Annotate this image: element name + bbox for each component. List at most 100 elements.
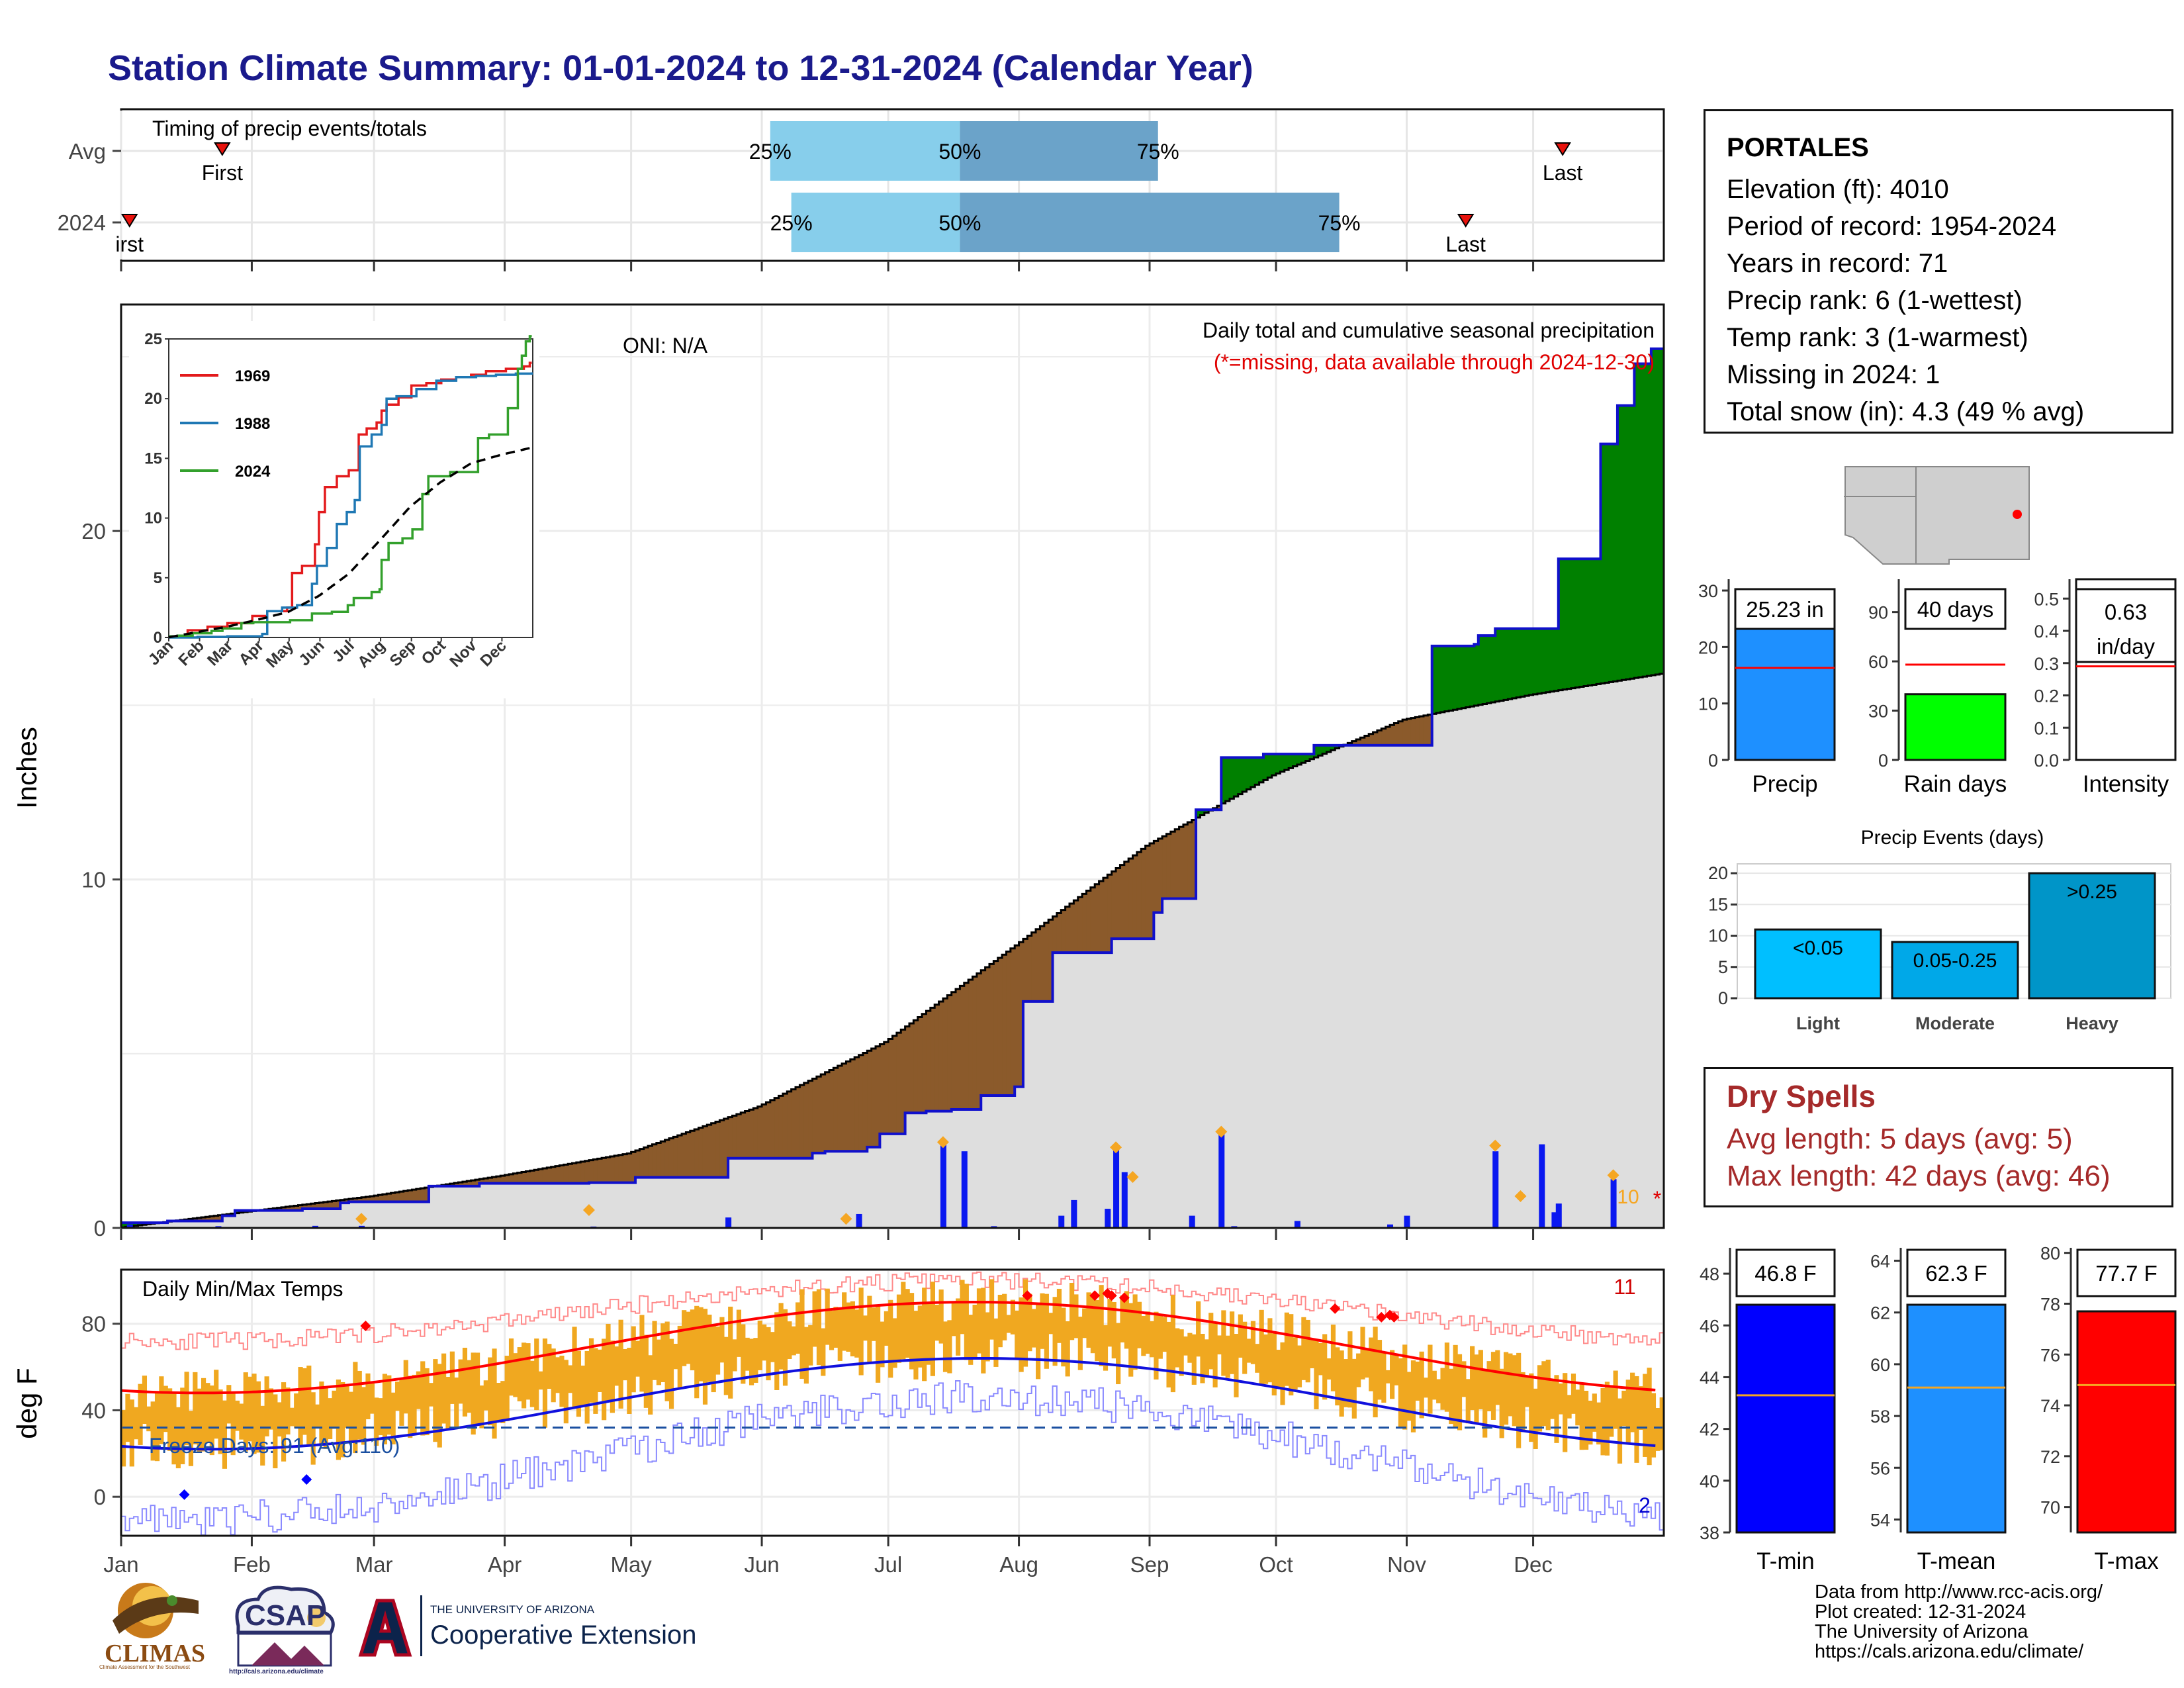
cum-precip-deficit-segment (1154, 841, 1159, 913)
daily-temp-bar (1166, 1321, 1171, 1387)
cum-precip-excess-segment (1436, 645, 1441, 714)
cum-precip-deficit-segment (580, 1161, 586, 1184)
daily-temp-bar (732, 1339, 737, 1372)
summary-bar-tick-label: 0.5 (2034, 589, 2059, 609)
temp-bar-tick-label: 78 (2040, 1294, 2060, 1314)
cum-precip-excess-segment (1432, 645, 1437, 714)
daily-temp-bar (441, 1353, 447, 1424)
daily-temp-bar (1516, 1352, 1522, 1448)
cum-precip-excess-segment (1570, 559, 1576, 688)
dry-spells-box: Dry Spells Avg length: 5 days (avg: 5) M… (1704, 1067, 2173, 1207)
events-bar-label: Heavy (2066, 1013, 2118, 1033)
inset-legend-label: 2024 (235, 463, 271, 481)
cum-precip-excess-segment (1250, 757, 1255, 787)
daily-temp-bar (1263, 1334, 1269, 1384)
daily-temp-bar (522, 1342, 527, 1409)
temp-bar-tick-label: 44 (1700, 1368, 1719, 1387)
daily-temp-bar (1330, 1325, 1336, 1391)
cum-precip-deficit-segment (989, 964, 994, 1096)
temp-panel-frame (120, 1268, 1665, 1537)
daily-temp-bar (1056, 1288, 1062, 1343)
daily-temp-bar (631, 1326, 636, 1393)
cum-precip-deficit-segment (723, 1118, 729, 1178)
daily-precip-bar (1113, 1147, 1120, 1228)
daily-temp-bar (1343, 1359, 1349, 1407)
daily-temp-bar (1170, 1295, 1176, 1393)
cum-precip-deficit-segment (938, 1001, 944, 1111)
cum-precip-deficit-segment (850, 1059, 855, 1152)
cum-precip-deficit-segment (981, 970, 986, 1096)
cum-precip-deficit-segment (559, 1165, 565, 1184)
cum-precip-deficit-segment (854, 1056, 860, 1152)
daily-precip-bar (1610, 1179, 1617, 1228)
daily-temp-bar (184, 1372, 189, 1446)
precip-panel-label: Daily total and cumulative seasonal prec… (1203, 318, 1655, 342)
daily-temp-bar (445, 1377, 451, 1429)
cum-precip-deficit-segment (365, 1196, 371, 1202)
cum-precip-deficit-segment (597, 1158, 602, 1183)
daily-temp-bar (993, 1318, 999, 1367)
cum-precip-deficit-segment (796, 1087, 800, 1158)
cum-precip-deficit-segment (652, 1144, 657, 1178)
cum-precip-deficit-segment (1183, 824, 1188, 899)
temp-bar-label: T-min (1756, 1548, 1815, 1574)
cum-precip-excess-segment (1453, 645, 1458, 710)
daily-temp-bar (1453, 1344, 1458, 1428)
precip-missing-note: (*=missing, data available through 2024-… (1214, 350, 1655, 374)
month-tick-label: May (610, 1552, 652, 1577)
events-bar-0 (1754, 928, 1882, 1000)
daily-temp-bar (230, 1391, 236, 1456)
daily-temp-bar (218, 1389, 223, 1454)
daily-temp-bar (1132, 1294, 1138, 1370)
daily-temp-bar (1145, 1311, 1150, 1354)
cum-precip-excess-segment (1305, 754, 1310, 761)
daily-temp-bar (454, 1377, 459, 1428)
cum-precip-excess-segment (1508, 628, 1513, 700)
daily-temp-bar (762, 1324, 767, 1361)
timing-bar-25-50 (791, 193, 960, 252)
daily-temp-bar (1579, 1383, 1584, 1450)
temp-bar-tick-label: 46 (1700, 1316, 1719, 1336)
cum-precip-deficit-segment (1120, 865, 1125, 939)
daily-temp-bar (475, 1352, 480, 1426)
cum-precip-deficit-segment (778, 1096, 784, 1158)
ua-cooperative-extension-logo: THE UNIVERSITY OF ARIZONA Cooperative Ex… (357, 1595, 741, 1668)
daily-temp-bar (787, 1321, 792, 1359)
daily-temp-bar (302, 1368, 308, 1435)
daily-precip-bar (1387, 1224, 1394, 1228)
daily-temp-bar (796, 1302, 801, 1354)
daily-temp-bar (588, 1338, 594, 1403)
daily-temp-bar (1061, 1307, 1066, 1367)
cum-precip-deficit-segment (757, 1106, 762, 1158)
daily-temp-bar (1508, 1353, 1513, 1417)
cum-precip-excess-segment (1238, 757, 1243, 794)
summary-bar-tick-label: 60 (1868, 652, 1888, 672)
daily-temp-bar (1230, 1311, 1235, 1374)
daily-temp-bar (981, 1288, 986, 1374)
daily-temp-bar (1537, 1365, 1543, 1432)
daily-temp-bar (197, 1388, 202, 1452)
precip-panel-frame (120, 303, 1665, 1229)
cum-precip-excess-segment (1242, 757, 1248, 792)
daily-temp-bar (1609, 1385, 1614, 1437)
cum-precip-deficit-segment (833, 1068, 839, 1152)
daily-temp-bar (555, 1357, 561, 1393)
cum-precip-deficit-segment (673, 1137, 678, 1178)
month-tick-label: Jan (103, 1552, 138, 1577)
summary-bar-label: Precip (1752, 771, 1817, 797)
cum-precip-deficit-segment (719, 1120, 725, 1178)
cum-precip-deficit-segment (660, 1141, 666, 1178)
cum-precip-2024-line (121, 347, 1664, 1225)
daily-temp-bar (1449, 1368, 1454, 1425)
cum-precip-deficit-segment (821, 1074, 826, 1153)
cum-precip-deficit-segment (454, 1183, 459, 1186)
daily-temp-bar (563, 1360, 569, 1424)
daily-temp-bar (1465, 1379, 1471, 1424)
cum-precip-excess-segment (1537, 628, 1542, 694)
daily-temp-bar (538, 1371, 543, 1390)
timing-label: Timing of precip events/totals (152, 117, 427, 140)
daily-temp-bar (1428, 1344, 1433, 1414)
cum-precip-deficit-segment (382, 1194, 387, 1202)
cum-precip-deficit-segment (399, 1192, 404, 1202)
events-title: Precip Events (days) (1861, 827, 2044, 849)
